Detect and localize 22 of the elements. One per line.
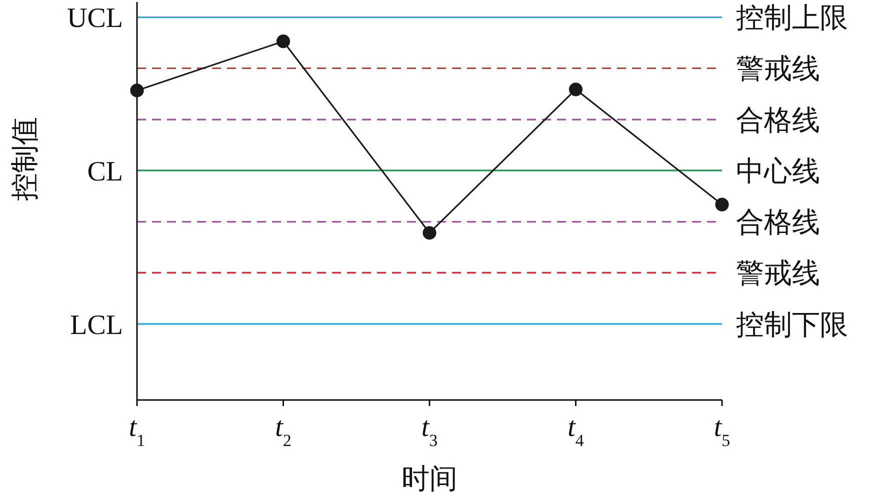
point xyxy=(276,34,290,48)
text: CL xyxy=(87,156,123,188)
x-tick-label: t$_{2}$ xyxy=(275,412,292,450)
ref-line-label: 控制下限 xyxy=(736,310,848,341)
point xyxy=(130,84,144,98)
ref-line-label: 合格线 xyxy=(736,105,820,136)
point xyxy=(422,226,436,240)
ref-line-label: 警戒线 xyxy=(736,258,820,290)
x-axis-title: 时间 xyxy=(402,464,458,492)
ref-line-label: 警戒线 xyxy=(736,54,820,86)
ref-line-label: 合格线 xyxy=(736,208,820,239)
ref-line-label: 中心线 xyxy=(736,156,820,188)
x-tick-label: t$_{3}$ xyxy=(421,412,438,450)
ref-line-label: 控制上限 xyxy=(736,3,848,34)
text: LCL xyxy=(70,310,123,341)
x-tick-label: t$_{1}$ xyxy=(128,412,146,450)
point xyxy=(568,82,583,96)
y-axis-title: 控制值 xyxy=(10,117,41,201)
x-tick-label: t$_{5}$ xyxy=(714,412,730,450)
x-tick-label: t$_{4}$ xyxy=(568,412,584,450)
text: UCL xyxy=(67,3,123,34)
point xyxy=(715,198,729,212)
